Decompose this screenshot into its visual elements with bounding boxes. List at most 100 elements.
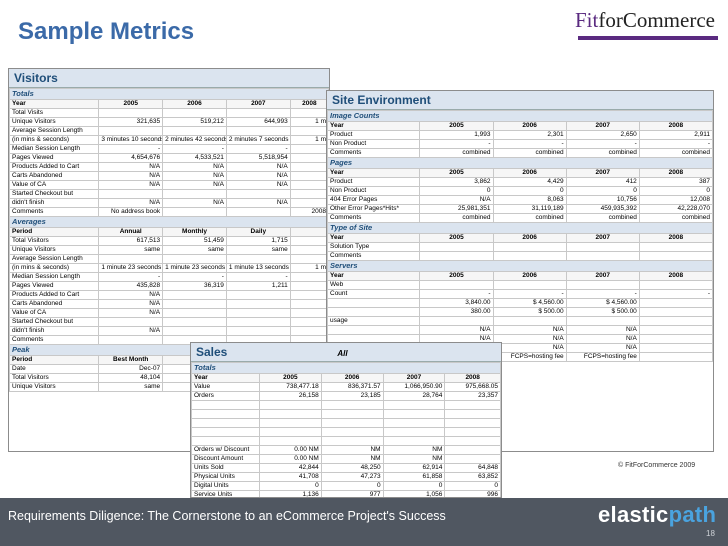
site-cell: N/A [565, 325, 640, 335]
site-row-label: Year [327, 168, 421, 178]
visitors-cell: 2007 [225, 99, 291, 109]
sales-cell: 62,914 [382, 463, 446, 473]
visitors-row-label: Started Checkout but [9, 189, 100, 199]
site-cell [565, 251, 640, 261]
site-cell [492, 280, 567, 290]
visitors-row-label: Value of CA [9, 308, 100, 318]
site-cell: 2,301 [492, 130, 567, 140]
visitors-header-row: Period Annual Monthly Daily [9, 227, 329, 237]
sales-section-header: Totals [191, 362, 501, 374]
visitors-cell: N/A [162, 180, 227, 190]
visitors-cell: Dec-07 [98, 364, 164, 374]
visitors-table-row: Median Session Length - - - [9, 144, 329, 154]
site-cell: FCPS=hosting fee [565, 352, 640, 362]
visitors-cell [225, 326, 291, 336]
visitors-cell: 644,993 [225, 117, 291, 127]
visitors-cell [289, 162, 329, 172]
visitors-cell [289, 171, 329, 181]
visitors-row-label: Comments [9, 335, 100, 345]
site-row-label [327, 325, 421, 335]
site-cell [492, 242, 567, 252]
site-row-label: Year [327, 233, 421, 243]
visitors-header-row: Year 2005 2006 2007 2008 [9, 99, 329, 109]
sales-cell [320, 436, 384, 446]
visitors-table-row: Value of CA N/A [9, 308, 329, 318]
visitors-cell: N/A [98, 326, 164, 336]
sales-cell: 2007 [382, 373, 446, 383]
visitors-row-label: Median Session Length [9, 272, 100, 282]
sales-row-label: Physical Units [191, 472, 260, 482]
sales-panel: Sales All Totals Year 2005 2006 2007 2008 Value… [190, 342, 502, 498]
sales-row-label [191, 436, 260, 446]
sales-cell: 2006 [320, 373, 384, 383]
visitors-cell [289, 299, 329, 309]
site-cell: 42,228,070 [638, 204, 713, 214]
site-cell: 2006 [492, 271, 567, 281]
visitors-cell [162, 308, 227, 318]
sales-cell: 0.00 NM [258, 445, 322, 455]
visitors-cell: same [98, 245, 164, 255]
visitors-row-label: Average Session Length [9, 126, 100, 136]
site-cell: - [565, 289, 640, 299]
visitors-cell: 1 m [289, 117, 329, 127]
site-table-row: Web [327, 280, 713, 290]
visitors-cell: - [98, 144, 164, 154]
site-cell: $ 4,560.00 [565, 298, 640, 308]
visitors-row-label: didn't finish [9, 326, 100, 336]
site-row-label: Comments [327, 148, 421, 158]
visitors-cell [289, 290, 329, 300]
visitors-cell: 4,654,676 [98, 153, 164, 163]
visitors-table-row: Median Session Length - - - [9, 272, 329, 282]
visitors-cell [289, 272, 329, 282]
site-cell: 2006 [492, 233, 567, 243]
site-cell: 2008 [638, 168, 713, 178]
visitors-row-label: (in mins & seconds) [9, 135, 100, 145]
visitors-cell [98, 108, 164, 118]
visitors-cell: - [98, 272, 164, 282]
site-cell: 412 [565, 177, 640, 187]
sales-row-label [191, 418, 260, 428]
site-cell: 2007 [565, 271, 640, 281]
site-cell: 2,650 [565, 130, 640, 140]
visitors-table-row: didn't finish N/A [9, 326, 329, 336]
sales-cell: 63,852 [444, 472, 501, 482]
visitors-row-label: Carts Abandoned [9, 171, 100, 181]
sales-cell: 836,371.57 [320, 382, 384, 392]
visitors-table-row: Average Session Length [9, 126, 329, 136]
sales-cell: NM [382, 454, 446, 464]
sales-cell [382, 436, 446, 446]
site-cell [638, 352, 713, 362]
visitors-cell [289, 198, 329, 208]
sales-cell [444, 409, 501, 419]
visitors-cell [289, 180, 329, 190]
site-cell: N/A [419, 195, 494, 205]
visitors-cell [225, 308, 291, 318]
site-cell: combined [492, 213, 567, 223]
site-cell [565, 316, 640, 326]
visitors-cell [225, 317, 291, 327]
sales-table-row: Value 738,477.18 836,371.57 1,066,950.90 975… [191, 382, 501, 392]
visitors-cell [289, 245, 329, 255]
visitors-cell: 519,212 [162, 117, 227, 127]
site-cell: combined [638, 213, 713, 223]
site-cell: 2,911 [638, 130, 713, 140]
visitors-cell: same [225, 245, 291, 255]
site-cell: combined [419, 213, 494, 223]
sales-row-label: Units Sold [191, 463, 260, 473]
visitors-cell: - [225, 144, 291, 154]
visitors-row-label: Comments [9, 207, 100, 217]
visitors-row-label: (in mins & seconds) [9, 263, 100, 273]
visitors-row-label: Unique Visitors [9, 245, 100, 255]
sales-cell [382, 409, 446, 419]
sales-cell [444, 427, 501, 437]
visitors-cell: Best Month [98, 355, 164, 365]
site-section-header: Image Counts [327, 110, 713, 122]
visitors-cell: - [162, 272, 227, 282]
sales-cell [444, 400, 501, 410]
site-cell: 2006 [492, 168, 567, 178]
visitors-cell: Monthly [162, 227, 227, 237]
site-cell [638, 334, 713, 344]
site-table-row: Comments combined combined combined combined [327, 148, 713, 158]
sales-cell: 28,764 [382, 391, 446, 401]
site-cell: 2005 [419, 121, 494, 131]
